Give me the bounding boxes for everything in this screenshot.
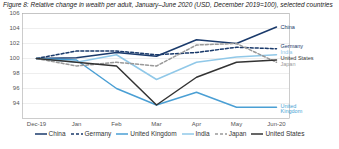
html-text:United Kingdom: United Kingdom bbox=[130, 130, 177, 138]
svg-text:Germany: Germany bbox=[280, 43, 304, 50]
svg-text:May: May bbox=[231, 121, 242, 127]
svg-text:100: 100 bbox=[9, 56, 20, 62]
html-text:United States: United States bbox=[265, 130, 305, 138]
svg-text:Japan: Japan bbox=[281, 61, 296, 67]
svg-text:102: 102 bbox=[9, 41, 20, 47]
html-text:Figure 8: Relative change in w: Figure 8: Relative change in wealth per … bbox=[3, 1, 333, 8]
svg-text:United States: United States bbox=[280, 55, 314, 62]
svg-text:Jan: Jan bbox=[72, 121, 82, 127]
svg-text:China: China bbox=[281, 24, 296, 30]
svg-text:Dec-19: Dec-19 bbox=[27, 121, 47, 127]
svg-text:Jun-20: Jun-20 bbox=[267, 121, 286, 127]
html-text:Germany: Germany bbox=[84, 130, 112, 138]
svg-text:104: 104 bbox=[9, 26, 20, 32]
svg-text:Apr: Apr bbox=[192, 121, 201, 127]
html-text:Japan: Japan bbox=[228, 130, 247, 138]
svg-text:106: 106 bbox=[9, 11, 20, 17]
svg-text:Mar: Mar bbox=[151, 121, 161, 127]
svg-text:India: India bbox=[280, 49, 293, 56]
svg-text:98: 98 bbox=[13, 71, 20, 77]
html-text:China: China bbox=[48, 130, 66, 138]
svg-text:UnitedKingdom: UnitedKingdom bbox=[281, 103, 303, 115]
svg-text:Feb: Feb bbox=[111, 121, 122, 127]
html-text:India: India bbox=[195, 130, 210, 138]
svg-text:94: 94 bbox=[13, 101, 20, 107]
svg-text:96: 96 bbox=[13, 86, 20, 92]
